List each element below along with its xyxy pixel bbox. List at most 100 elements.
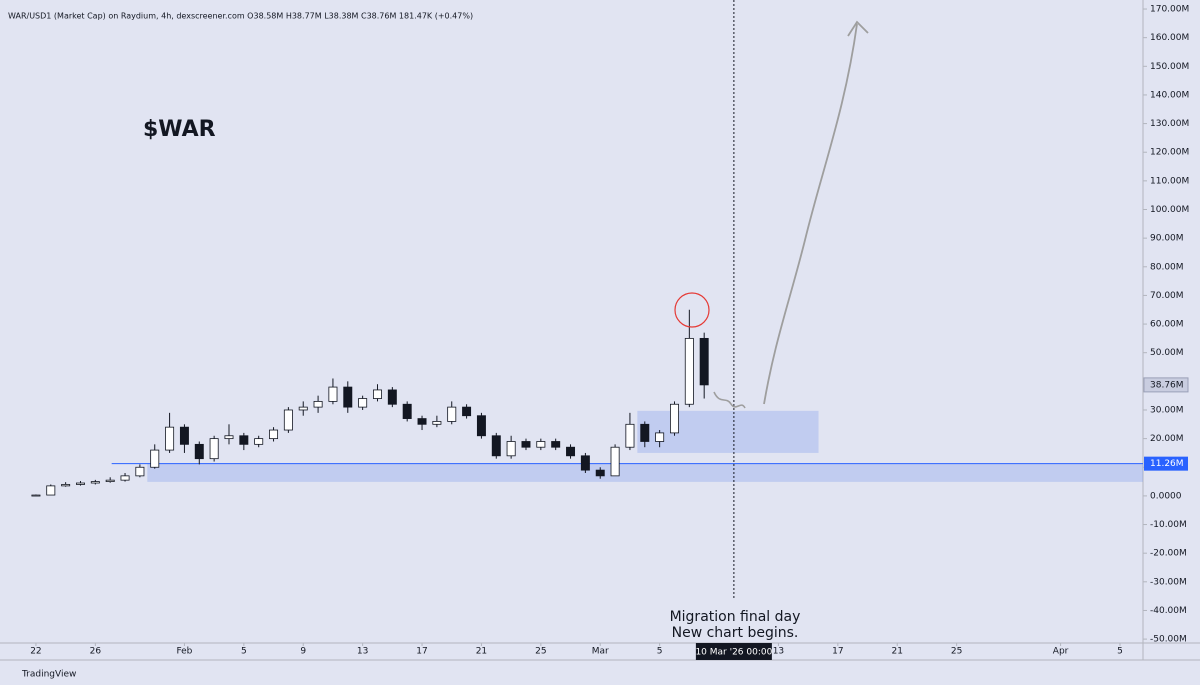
x-tick-label: 17 (416, 647, 427, 657)
y-tick-label: 70.00M (1150, 291, 1184, 301)
candle-body (595, 469, 605, 477)
candle-body (46, 485, 56, 496)
y-tick-label: 0.0000 (1150, 491, 1182, 501)
x-tick-label: 5 (657, 647, 663, 657)
candle-body (670, 403, 679, 434)
y-tick-label: 30.00M (1150, 405, 1184, 415)
candle-body (580, 455, 590, 471)
candle-body (402, 403, 412, 419)
y-tick-label: 110.00M (1150, 176, 1189, 186)
symbol-header: WAR/USD1 (Market Cap) on Raydium, 4h, de… (8, 12, 473, 21)
candle-body (269, 429, 279, 440)
candle-body (224, 435, 234, 440)
y-tick-label: -20.00M (1150, 549, 1187, 559)
y-tick-label: 90.00M (1150, 234, 1184, 244)
x-tick-label: 22 (30, 647, 41, 657)
candle-body (150, 449, 160, 468)
crosshair-label-box (695, 643, 772, 660)
x-tick-label: 25 (951, 647, 962, 657)
zone (637, 410, 819, 453)
candle-body (313, 400, 323, 408)
candle-body (283, 409, 293, 431)
annotation: Migration final day (670, 609, 801, 625)
x-tick-label: Feb (176, 647, 192, 657)
brand: TradingView (21, 670, 76, 680)
y-tick-label: -50.00M (1150, 635, 1187, 645)
x-tick-label: Mar (592, 647, 609, 657)
candle-body (462, 406, 472, 417)
y-tick-label: 140.00M (1150, 90, 1189, 100)
projection-arrow (763, 23, 858, 405)
candle-body (31, 494, 41, 497)
price-tag (1143, 377, 1189, 393)
candle-body (491, 435, 501, 457)
candle-body (476, 415, 486, 437)
x-tick-label: 21 (476, 647, 487, 657)
plot (31, 0, 1147, 646)
x-tick-label: 17 (832, 647, 843, 657)
y-tick-label: 60.00M (1150, 320, 1184, 330)
candle-body (625, 423, 635, 448)
candle-body (373, 389, 382, 399)
candle-body (432, 421, 442, 425)
candle-body (194, 443, 204, 460)
y-tick-label: 20.00M (1150, 434, 1184, 444)
candle-body (521, 441, 531, 448)
candle-body (254, 438, 264, 445)
candle-body (536, 441, 546, 448)
x-tick-label: 5 (241, 647, 247, 657)
candle-body (417, 418, 427, 425)
y-tick-label: 120.00M (1150, 148, 1189, 158)
x-tick-label: 25 (535, 647, 546, 657)
candle-body (209, 438, 219, 460)
y-tick-label: 170.00M (1150, 5, 1189, 15)
candle-body (165, 426, 175, 451)
candle-body (640, 423, 650, 442)
y-tick-label: -30.00M (1150, 577, 1187, 587)
candle-body (105, 479, 115, 482)
y-tick-label: 50.00M (1150, 348, 1184, 358)
x-tick-label: 5 (1117, 647, 1123, 657)
x-tick-label: 26 (90, 647, 102, 657)
candle-body (343, 386, 353, 408)
annotation: New chart begins. (672, 625, 799, 641)
price-tag-label: 38.76M (1150, 380, 1184, 390)
candle-body (684, 337, 694, 405)
candle-body (610, 446, 620, 477)
candle-body (298, 406, 308, 411)
candle-body (566, 446, 576, 457)
candle-body (90, 481, 100, 484)
candle-body (387, 389, 397, 405)
y-tick-label: 130.00M (1150, 119, 1189, 129)
y-tick-label: 150.00M (1150, 62, 1189, 72)
candle-body (551, 441, 561, 448)
candle-body (358, 398, 368, 408)
candle-body (447, 406, 457, 422)
candle-body (76, 482, 85, 485)
candle-body (179, 426, 189, 445)
candle-body (655, 432, 665, 442)
candle-body (135, 466, 145, 477)
level-tag (1144, 456, 1188, 471)
x-tick-label: 21 (892, 647, 903, 657)
candle-body (239, 435, 249, 445)
x-tick-label: 9 (300, 647, 306, 657)
candle-body (506, 441, 516, 457)
y-tick-label: 160.00M (1150, 33, 1189, 43)
projection-squiggle (713, 391, 746, 409)
x-tick-label: 13 (773, 647, 784, 657)
level-tag-label: 11.26M (1150, 459, 1184, 469)
x-tick-label: Apr (1053, 647, 1069, 657)
candle-body (120, 475, 130, 481)
highlight-circle (674, 292, 710, 328)
candle-body (699, 337, 709, 386)
crosshair-label: 10 Mar '26 00:00 (695, 648, 772, 658)
zone (147, 463, 1144, 482)
y-tick-label: 80.00M (1150, 262, 1184, 272)
y-tick-label: -10.00M (1150, 520, 1187, 530)
chart-title: $WAR (143, 117, 216, 142)
candle-body (61, 484, 71, 487)
x-tick-label: 13 (357, 647, 368, 657)
